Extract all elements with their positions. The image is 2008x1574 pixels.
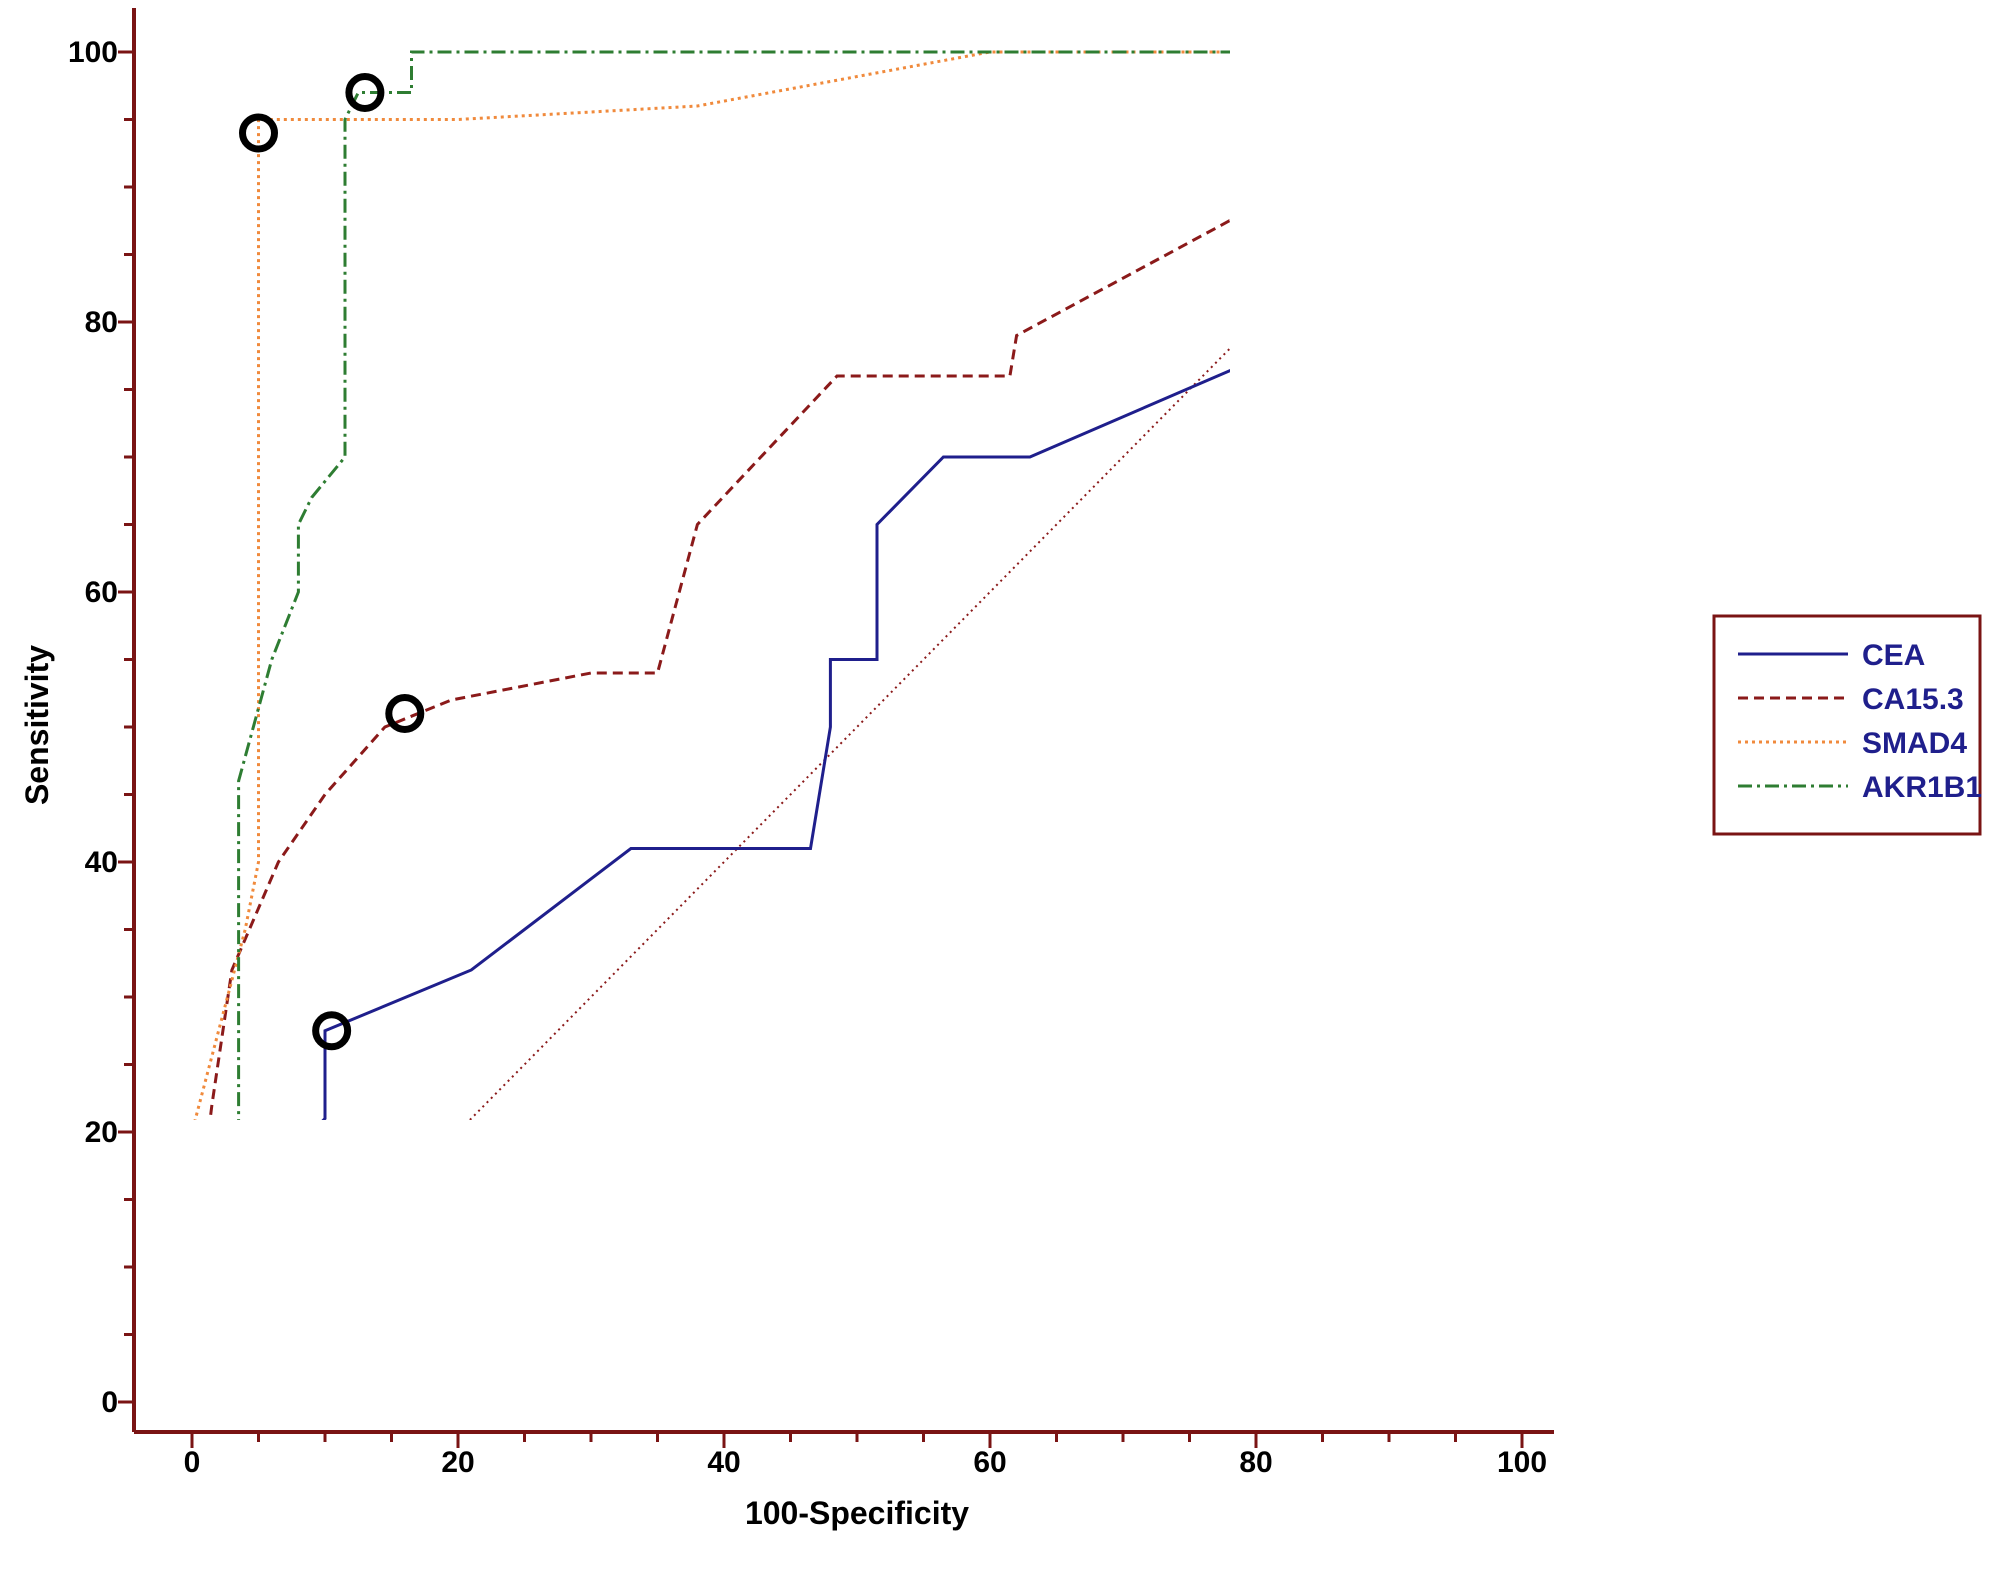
y-tick-label: 40: [85, 846, 118, 879]
y-tick-label: 80: [85, 306, 118, 339]
y-tick-label: 60: [85, 576, 118, 609]
y-tick-label: 0: [101, 1386, 118, 1419]
cutoff-marker-layer: [239, 73, 425, 1051]
cutoff-marker-akr1b1: [345, 73, 385, 112]
x-tick-label: 0: [184, 1446, 201, 1479]
x-tick-layer: 0 20 40 60 80 100: [184, 1432, 1547, 1479]
legend-box: [1712, 614, 1982, 836]
y-axis-title: Sensitivity: [19, 645, 55, 805]
legend: CEA CA15.3 SMAD4 AKR1B1: [1712, 614, 1982, 836]
x-tick-label: 80: [1239, 1446, 1272, 1479]
x-tick-label: 20: [441, 1446, 474, 1479]
legend-label: AKR1B1: [1862, 771, 1982, 804]
y-tick-layer: 0 20 40 60 80 100: [68, 36, 134, 1419]
legend-label: CA15.3: [1862, 683, 1964, 716]
series-line-akr1b1: [237, 50, 1230, 1120]
legend-label: CEA: [1862, 639, 1925, 672]
series-line-cea: [321, 368, 1230, 1120]
cutoff-marker-smad4: [239, 113, 278, 153]
cutoff-marker-cea: [312, 1011, 352, 1051]
x-tick-label: 100: [1497, 1446, 1547, 1479]
y-tick-label: 20: [85, 1116, 118, 1149]
x-axis-title: 100-Specificity: [745, 1495, 969, 1531]
cutoff-marker-ca15-3: [385, 694, 425, 733]
x-tick-label: 60: [973, 1446, 1006, 1479]
axes-layer: [132, 8, 1554, 1434]
legend-label: SMAD4: [1862, 727, 1967, 760]
y-tick-label: 100: [68, 36, 118, 69]
x-tick-label: 40: [707, 1446, 740, 1479]
